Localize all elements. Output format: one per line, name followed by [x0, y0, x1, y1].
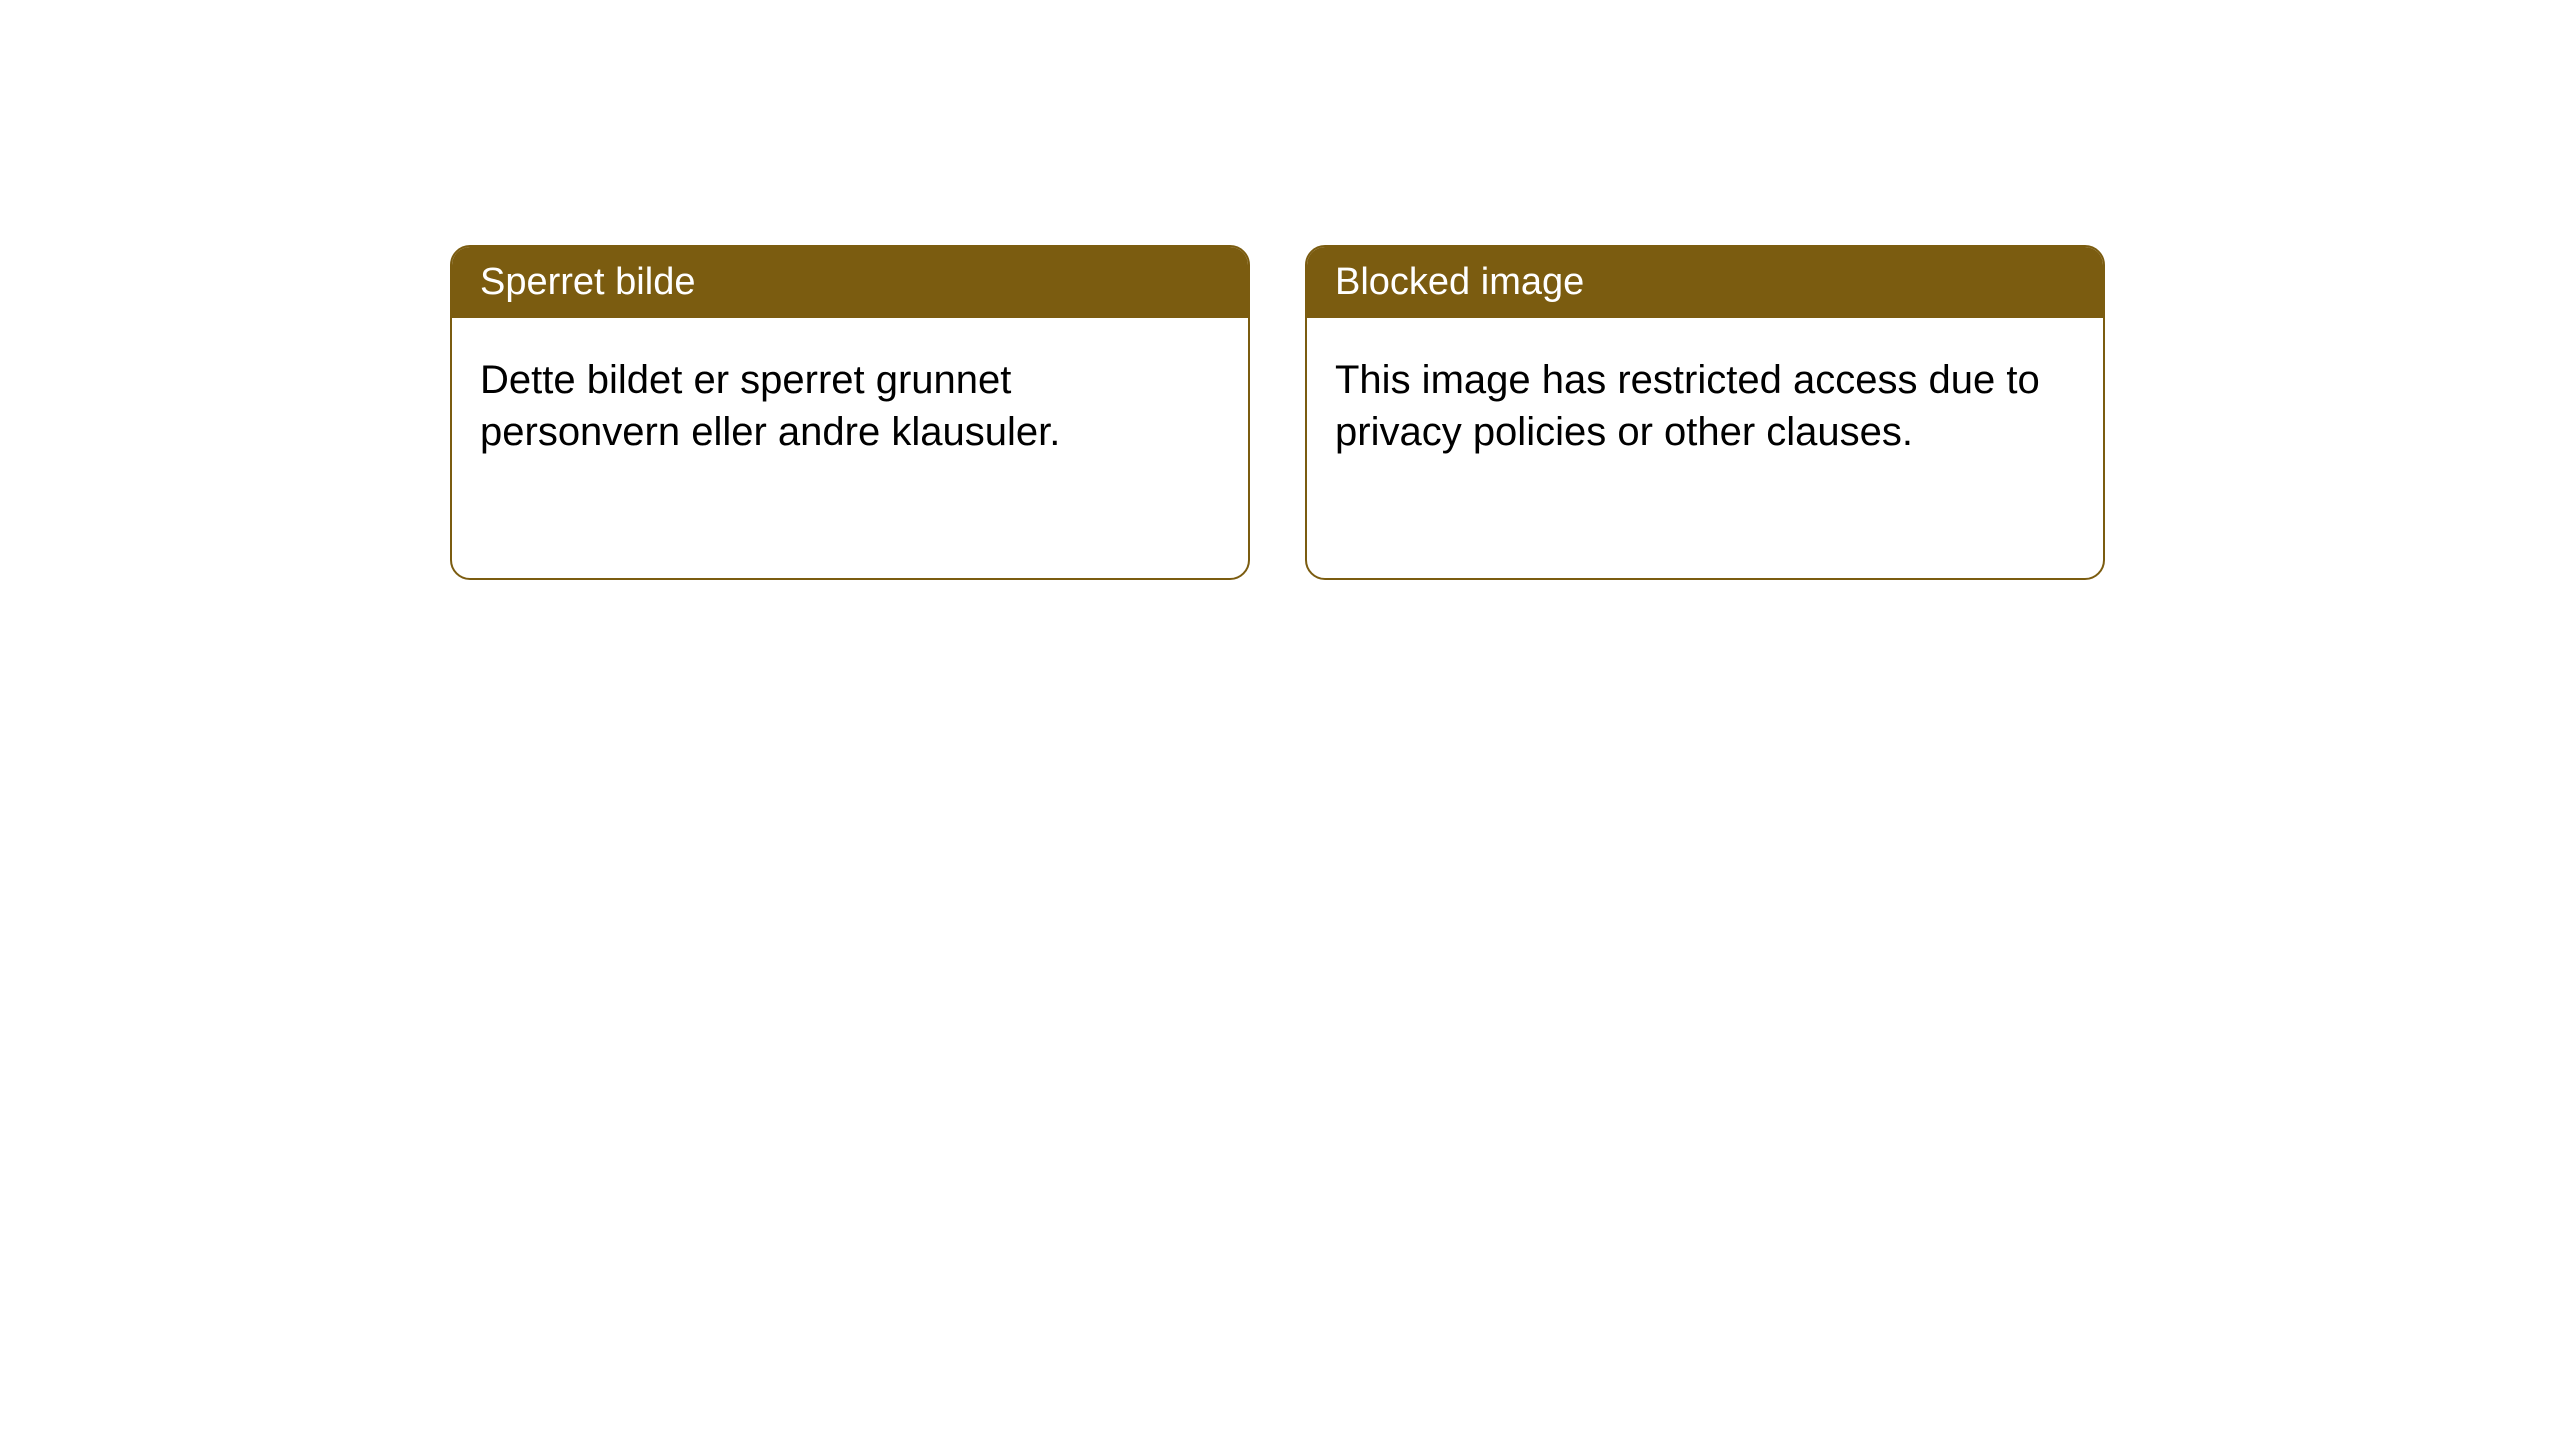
notice-card-norwegian: Sperret bilde Dette bildet er sperret gr… [450, 245, 1250, 580]
notice-header-norwegian: Sperret bilde [452, 247, 1248, 318]
notice-card-english: Blocked image This image has restricted … [1305, 245, 2105, 580]
notice-body-norwegian: Dette bildet er sperret grunnet personve… [452, 318, 1248, 494]
notice-header-english: Blocked image [1307, 247, 2103, 318]
notice-body-english: This image has restricted access due to … [1307, 318, 2103, 494]
notice-cards-container: Sperret bilde Dette bildet er sperret gr… [450, 245, 2105, 580]
